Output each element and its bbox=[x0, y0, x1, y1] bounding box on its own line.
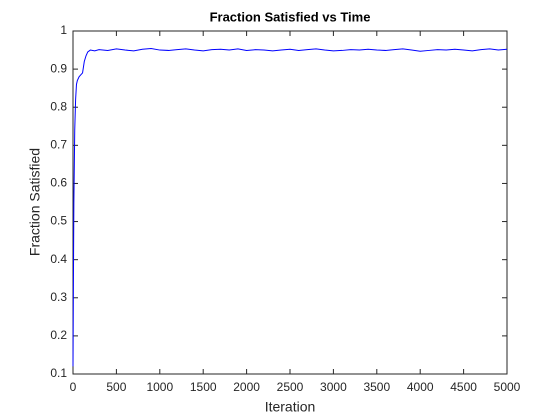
y-tick-label: 0.7 bbox=[50, 138, 67, 152]
y-tick-label: 0.2 bbox=[50, 328, 67, 342]
y-tick-label: 0.3 bbox=[50, 290, 67, 304]
y-axis-label: Fraction Satisfied bbox=[27, 148, 43, 256]
y-tick-label: 0.1 bbox=[50, 366, 67, 380]
x-tick-label: 500 bbox=[106, 380, 126, 394]
plot-frame bbox=[72, 30, 508, 375]
y-tick-label: 0.8 bbox=[50, 99, 67, 113]
x-tick-label: 3000 bbox=[320, 380, 347, 394]
x-tick-label: 0 bbox=[70, 380, 77, 394]
x-tick-label: 5000 bbox=[494, 380, 521, 394]
x-tick-label: 2000 bbox=[233, 380, 260, 394]
x-tick-label: 1500 bbox=[190, 380, 217, 394]
y-tick-label: 0.9 bbox=[50, 61, 67, 75]
x-tick-label: 1000 bbox=[146, 380, 173, 394]
x-tick-label: 4000 bbox=[407, 380, 434, 394]
x-axis-label: Iteration bbox=[265, 399, 316, 415]
y-tick-label: 0.6 bbox=[50, 176, 67, 190]
y-tick-label: 1 bbox=[60, 23, 67, 37]
chart-title: Fraction Satisfied vs Time bbox=[210, 9, 371, 24]
y-tick-label: 0.4 bbox=[50, 252, 67, 266]
data-line bbox=[72, 48, 508, 367]
x-tick-label: 3500 bbox=[363, 380, 390, 394]
y-tick-label: 0.5 bbox=[50, 214, 67, 228]
x-tick-label: 4500 bbox=[450, 380, 477, 394]
x-tick-label: 2500 bbox=[277, 380, 304, 394]
